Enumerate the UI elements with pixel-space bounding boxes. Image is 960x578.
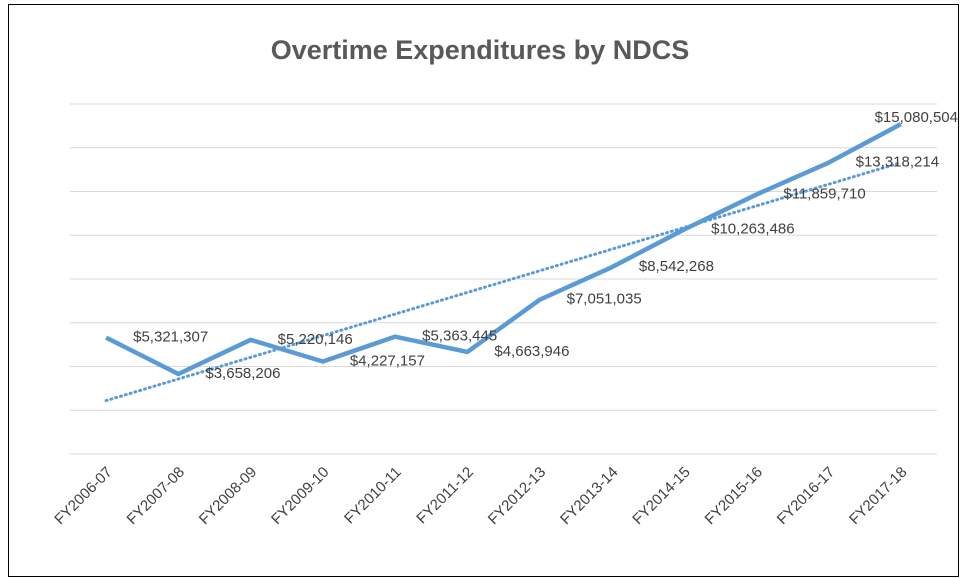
data-label: $11,859,710 bbox=[783, 186, 865, 203]
data-label: $10,263,486 bbox=[711, 220, 794, 237]
chart-title: Overtime Expenditures by NDCS bbox=[271, 35, 690, 65]
data-label: $5,220,146 bbox=[278, 331, 353, 348]
trendline bbox=[104, 161, 903, 403]
chart-border bbox=[8, 4, 959, 577]
data-label: $4,227,157 bbox=[350, 352, 425, 369]
data-line bbox=[105, 122, 902, 377]
data-label: $5,363,445 bbox=[422, 328, 497, 345]
data-label: $5,321,307 bbox=[133, 329, 208, 346]
data-label: $8,542,268 bbox=[639, 258, 714, 275]
data-label: $15,080,504 bbox=[875, 109, 958, 126]
data-label: $4,663,946 bbox=[494, 343, 569, 360]
data-label: $3,658,206 bbox=[205, 365, 280, 382]
data-label: $7,051,035 bbox=[567, 291, 642, 308]
data-label: $13,318,214 bbox=[856, 154, 939, 171]
